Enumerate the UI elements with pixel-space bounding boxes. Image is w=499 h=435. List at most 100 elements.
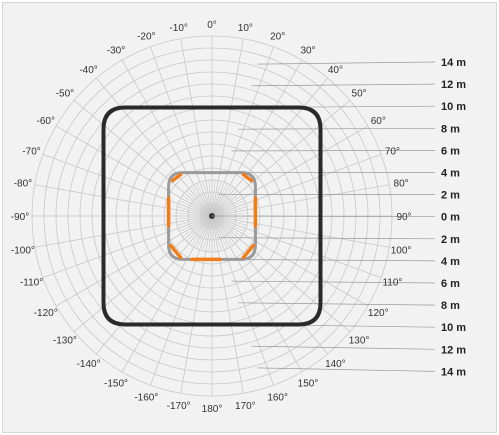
grid-spoke-minor: [186, 215, 213, 242]
distance-label: 14 m: [441, 366, 466, 378]
angle-label: -160°: [134, 392, 158, 403]
distance-leader-line: [238, 302, 436, 306]
grid-spoke-minor: [211, 215, 222, 251]
distance-label: 6 m: [441, 145, 460, 157]
distance-label: 12 m: [441, 79, 466, 91]
polar-range-diagram: 0° 10° 20° 30° 40° 50° 60° 70° 80° 90° 100° 110° 120…: [11, 20, 467, 415]
distance-leader-line: [238, 127, 436, 130]
grid-spoke-minor: [211, 180, 216, 217]
angle-label: -10°: [169, 23, 187, 34]
grid-spoke: [211, 59, 303, 217]
angle-label: 80°: [394, 179, 409, 190]
grid-spoke: [73, 215, 213, 333]
grid-spoke-minor: [211, 215, 242, 237]
angle-label: 160°: [267, 392, 288, 403]
grid-spoke: [211, 154, 382, 217]
angle-label: -130°: [53, 335, 77, 346]
grid-spoke: [211, 215, 351, 333]
grid-spoke: [211, 125, 369, 217]
distance-label: 8 m: [441, 300, 460, 312]
grid-spoke-minor: [179, 215, 213, 232]
distance-leader-line: [231, 150, 436, 152]
grid-spoke-minor: [202, 181, 213, 217]
distance-label: 2 m: [441, 234, 460, 246]
angle-label: -60°: [36, 116, 54, 127]
grid-spoke: [211, 215, 382, 278]
angle-label: -140°: [77, 359, 101, 370]
distance-label: 10 m: [441, 322, 466, 334]
angle-label: 150°: [298, 378, 319, 389]
grid-spoke-minor: [211, 215, 228, 249]
angle-label: -110°: [20, 278, 43, 289]
grid-spoke: [211, 215, 369, 307]
angle-label: 130°: [349, 335, 370, 346]
angle-label: -150°: [104, 378, 128, 389]
detection-zones: [101, 105, 323, 327]
grid-spoke-minor: [211, 215, 238, 242]
grid-spoke-minor: [202, 215, 213, 251]
grid-spoke-minor: [177, 215, 213, 226]
distance-label: 6 m: [441, 278, 460, 290]
distance-label: 14 m: [441, 57, 466, 69]
distance-leader-lines: [211, 61, 436, 372]
grid-spoke-minor: [211, 215, 233, 246]
angle-label: 20°: [270, 32, 285, 43]
grid-spoke: [42, 215, 213, 278]
grid-spoke: [55, 215, 213, 307]
angle-label: 70°: [385, 146, 400, 157]
grid-spoke-minor: [211, 206, 247, 217]
angle-label: -120°: [34, 308, 58, 319]
inner-zone-accent: [170, 172, 183, 183]
grid-spoke: [180, 38, 213, 217]
grid-spoke-minor: [208, 215, 213, 252]
angle-label: -50°: [56, 89, 74, 100]
distance-label: 12 m: [441, 344, 466, 356]
grid-spoke: [95, 77, 213, 217]
grid-spoke: [211, 38, 244, 217]
grid-spoke-minor: [211, 181, 222, 217]
grid-spoke-minor: [191, 215, 213, 246]
distance-leader-line: [231, 280, 436, 284]
grid-spoke: [211, 215, 244, 394]
inner-zone-accent: [168, 243, 183, 260]
grid-spoke: [73, 99, 213, 217]
grid-spoke: [180, 215, 213, 394]
grid-spoke-minor: [177, 206, 213, 217]
grid-spoke-minor: [211, 215, 248, 220]
grid-spoke: [42, 154, 213, 217]
angle-label: 30°: [300, 46, 315, 57]
grid-spoke-minor: [176, 212, 213, 217]
angle-label: 0°: [207, 20, 217, 31]
grid-spoke-minor: [186, 190, 213, 217]
grid-spoke: [121, 59, 213, 217]
distance-leader-line: [251, 345, 436, 350]
grid-spoke: [211, 215, 303, 373]
angle-label: 50°: [352, 89, 367, 100]
grid-spoke: [211, 46, 274, 217]
angle-label: -40°: [79, 65, 97, 76]
angle-label: -30°: [107, 46, 125, 57]
grid-spoke: [34, 184, 213, 217]
grid-spoke: [95, 215, 213, 355]
grid-spoke-minor: [211, 190, 238, 217]
grid-spoke: [211, 215, 329, 355]
grid-spoke: [150, 46, 213, 217]
angle-label: 60°: [371, 116, 386, 127]
angle-label: 10°: [238, 23, 253, 34]
grid-spoke-minor: [211, 186, 233, 217]
grid-spoke: [211, 77, 329, 217]
grid-spoke-minor: [211, 215, 216, 252]
grid-spoke-minor: [211, 212, 248, 217]
grid-spoke: [211, 99, 351, 217]
distance-label: 4 m: [441, 168, 460, 180]
grid-spoke-minor: [211, 183, 228, 217]
grid-spoke: [121, 215, 213, 373]
grid-spoke-minor: [211, 200, 245, 217]
inner-zone-accent: [241, 243, 256, 260]
grid-spoke-minor: [191, 186, 213, 217]
grid-spokes: [32, 36, 392, 396]
distance-label: 8 m: [441, 123, 460, 135]
distance-leader-line: [225, 259, 436, 262]
grid-spoke: [211, 215, 274, 386]
